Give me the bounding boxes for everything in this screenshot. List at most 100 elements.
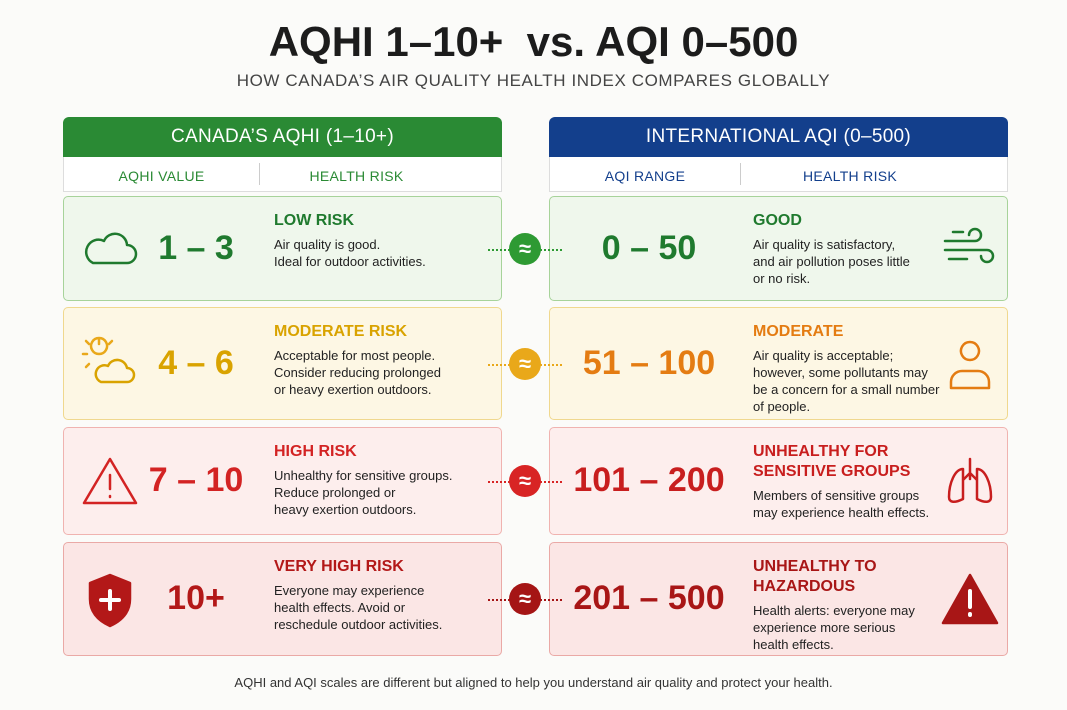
risk-line: HIGH RISK [274, 443, 357, 460]
row-card: 7 – 10 HIGH RISK Unhealthy for sensitive g… [63, 427, 502, 535]
risk-line: VERY HIGH RISK [274, 558, 404, 575]
risk-block: VERY HIGH RISK Everyone may experience hea… [274, 557, 474, 633]
icon [82, 457, 138, 505]
risk-block: GOOD Air quality is satisfactory, and air … [753, 211, 953, 287]
column-header-row: AQI RANGE HEALTH RISK [549, 157, 1008, 192]
risk-line: UNHEALTHY TO [753, 558, 877, 575]
divider [740, 163, 741, 185]
range-value: 4 – 6 [158, 343, 234, 382]
description-line: health effects. [753, 637, 834, 652]
description-line: Everyone may experience [274, 583, 425, 598]
icon-wrap [939, 334, 1001, 396]
icon-wrap [939, 219, 1001, 281]
description-line: Air quality is satisfactory, [753, 237, 896, 252]
icon-shape [84, 232, 138, 264]
icon [84, 232, 138, 264]
icon-wrap [939, 451, 1001, 513]
icon [88, 573, 132, 628]
risk-block: UNHEALTHY FOR SENSITIVE GROUPS Members of … [753, 442, 953, 521]
connector: ≈ [509, 232, 541, 265]
range-value: 7 – 10 [148, 461, 244, 499]
row-card: 4 – 6 MODERATE RISK Acceptable for most pe… [63, 307, 502, 420]
risk-line: MODERATE [753, 323, 844, 340]
risk-block: HIGH RISK Unhealthy for sensitive groups.… [274, 442, 474, 518]
description-line: Members of sensitive groups [753, 488, 920, 503]
range-value: 1 – 3 [158, 228, 234, 267]
icon-shape [959, 340, 981, 361]
icon-shape [82, 457, 138, 505]
row-card: 1 – 3 LOW RISK Air quality is good. Ideal f… [63, 196, 502, 301]
description-line: however, some pollutants may [753, 365, 928, 380]
column-header-row: AQHI VALUE HEALTH RISK [63, 157, 502, 192]
title: AQHI 1–10+ vs. AQI 0–500 [268, 18, 799, 65]
risk-heading: HIGH RISK [274, 442, 474, 462]
risk-line: LOW RISK [274, 212, 354, 229]
icon [81, 336, 136, 383]
description-line: health effects. Avoid or [274, 600, 406, 615]
panel-header: INTERNATIONAL AQI (0–500) [549, 117, 1008, 157]
row-card: 10+ VERY HIGH RISK Everyone may experience… [63, 542, 502, 656]
risk-line: SENSITIVE GROUPS [753, 463, 911, 480]
icon-shape [99, 589, 121, 611]
column-header: AQHI VALUE [118, 168, 205, 184]
icon-wrap [79, 451, 141, 513]
description-line: and air pollution poses little [753, 254, 910, 269]
icon-shape [94, 358, 136, 383]
description-line: Consider reducing prolonged [274, 365, 441, 380]
description-line: of people. [753, 399, 811, 414]
risk-line: UNHEALTHY FOR [753, 443, 889, 460]
icon [947, 457, 993, 503]
description-line: be a concern for a small number [753, 382, 940, 397]
range-value: 0 – 50 [601, 228, 697, 267]
description-line: experience more serious [753, 620, 896, 635]
description-line: Air quality is acceptable; [753, 348, 894, 363]
icon-wrap [939, 569, 1001, 631]
icon-shape [81, 336, 114, 368]
description-line: or no risk. [753, 271, 811, 286]
icon-wrap [79, 569, 141, 631]
description-line: heavy exertion outdoors. [274, 502, 417, 517]
icon [943, 227, 995, 263]
row-card: 51 – 100 MODERATE Air quality is acceptabl… [549, 307, 1008, 420]
row-card: 201 – 500 UNHEALTHY TO HAZARDOUS Health ale… [549, 542, 1008, 656]
column-header: HEALTH RISK [802, 168, 898, 184]
column-header: AQI RANGE [604, 168, 686, 184]
range-value: 101 – 200 [573, 461, 725, 499]
range-value: 201 – 500 [573, 579, 725, 617]
description-line: reschedule outdoor activities. [274, 617, 443, 632]
footer: AQHI and AQI scales are different but al… [234, 675, 833, 690]
row-card: 101 – 200 UNHEALTHY FOR SENSITIVE GROUPS Me… [549, 427, 1008, 535]
range-value: 10+ [167, 579, 225, 617]
description-line: Reduce prolonged or [274, 485, 396, 500]
icon [949, 340, 991, 389]
panel-header: CANADA’S AQHI (1–10+) [63, 117, 502, 157]
icon-shape [947, 457, 993, 503]
description-line: Unhealthy for sensitive groups. [274, 468, 453, 483]
description-line: Ideal for outdoor activities. [274, 254, 426, 269]
description-line: Acceptable for most people. [274, 348, 436, 363]
risk-heading: UNHEALTHY FOR SENSITIVE GROUPS [753, 442, 953, 482]
row-card: 0 – 50 GOOD Air quality is satisfactory, an… [549, 196, 1008, 301]
connector: ≈ [509, 347, 541, 380]
description-line: may experience health effects. [753, 505, 930, 520]
icon [941, 573, 999, 625]
icon-wrap [79, 334, 141, 396]
connector: ≈ [509, 583, 541, 615]
description-line: Air quality is good. [274, 237, 381, 252]
divider [259, 163, 260, 185]
range-value: 51 – 100 [582, 343, 716, 382]
risk-heading: MODERATE [753, 322, 953, 342]
description-line: Health alerts: everyone may [753, 603, 915, 618]
risk-heading: MODERATE RISK [274, 322, 474, 342]
icon-shape [943, 227, 995, 263]
description-line: or heavy exertion outdoors. [274, 382, 432, 397]
risk-line: HAZARDOUS [753, 578, 856, 595]
icon-shape [949, 369, 991, 389]
subtitle: HOW CANADA’S AIR QUALITY HEALTH INDEX CO… [236, 71, 831, 90]
risk-line: MODERATE RISK [274, 323, 408, 340]
column-header: HEALTH RISK [309, 168, 404, 184]
risk-heading: UNHEALTHY TO HAZARDOUS [753, 557, 953, 597]
connector: ≈ [509, 465, 541, 497]
risk-block: LOW RISK Air quality is good. Ideal for ou… [274, 211, 474, 270]
